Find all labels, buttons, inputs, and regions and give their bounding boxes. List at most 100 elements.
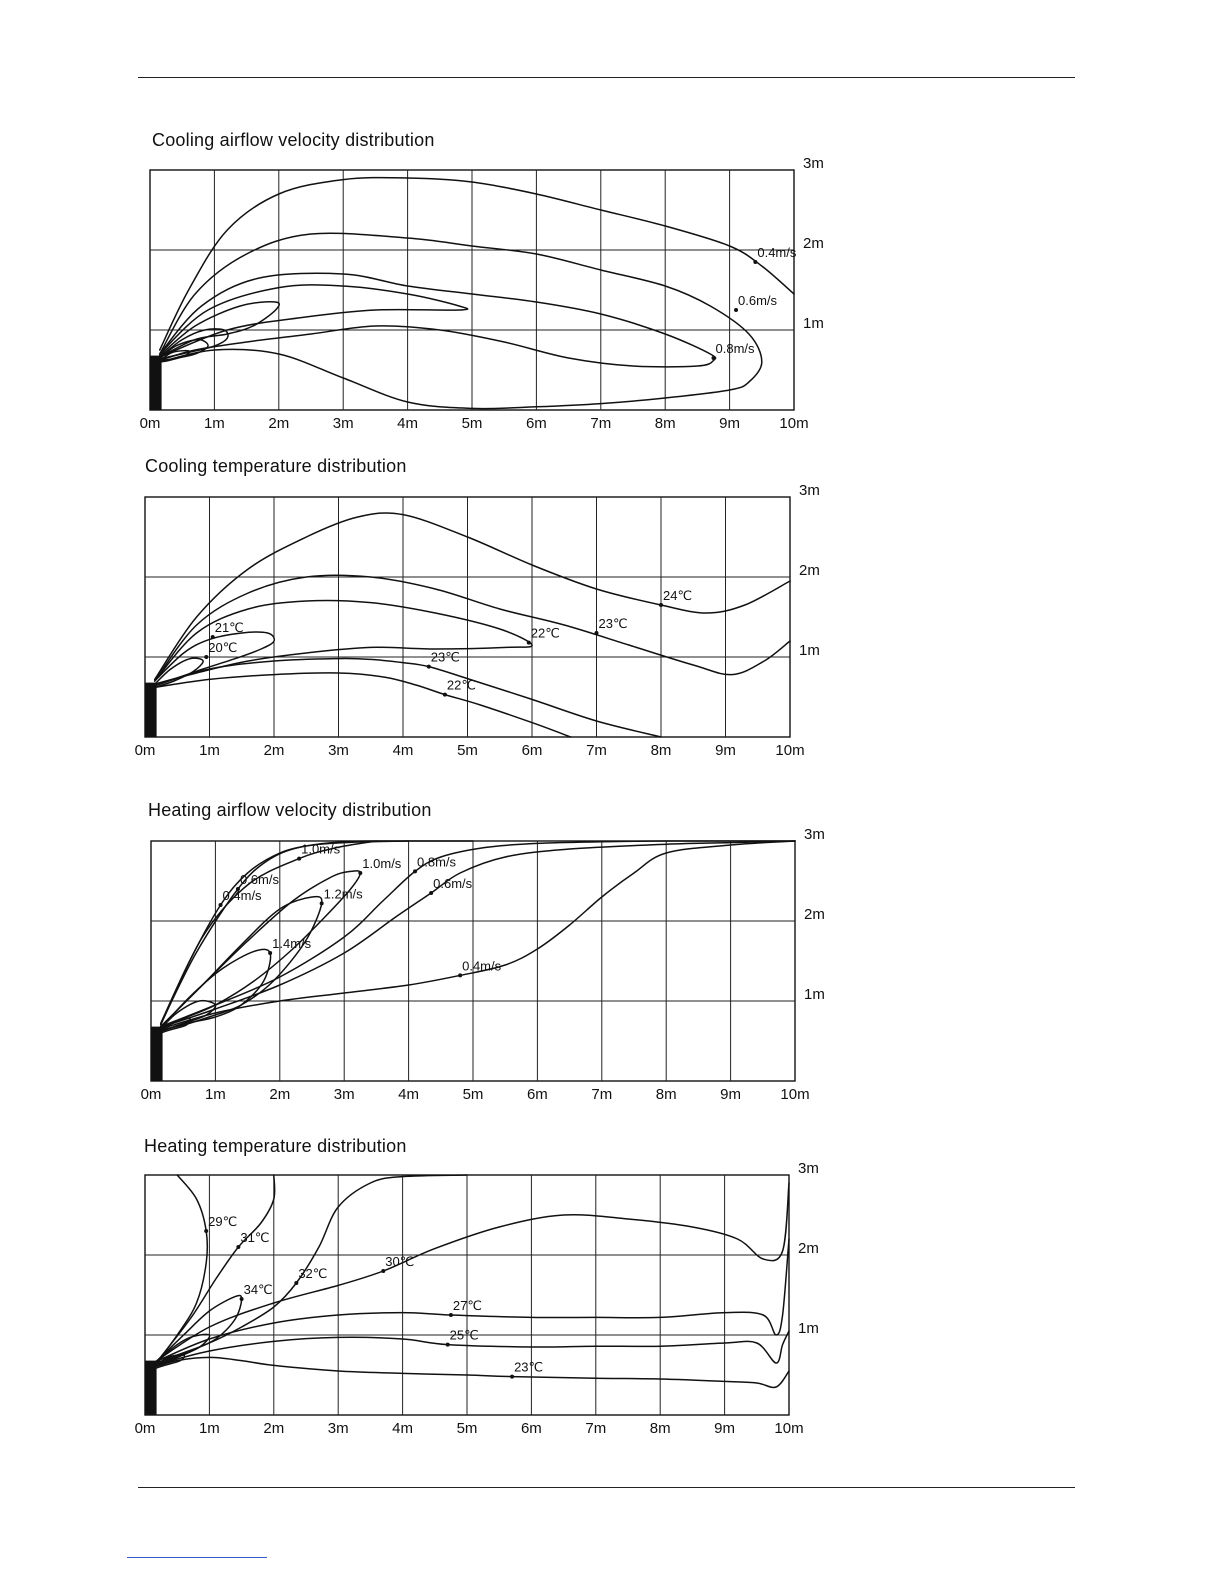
series-line xyxy=(153,599,533,685)
label-point xyxy=(204,655,209,659)
x-tick-label: 9m xyxy=(719,415,740,432)
series-line xyxy=(153,574,791,682)
series-line xyxy=(159,840,796,1028)
x-tick-label: 6m xyxy=(526,415,547,432)
label-point xyxy=(294,1281,299,1285)
series-label: 0.8m/s xyxy=(716,341,756,356)
x-tick-label: 5m xyxy=(457,742,478,759)
chart-title-heating-velocity: Heating airflow velocity distribution xyxy=(148,800,432,820)
series-label: 22℃ xyxy=(447,678,476,693)
x-tick-label: 5m xyxy=(462,415,483,432)
x-tick-label: 5m xyxy=(463,1086,484,1103)
x-tick-label: 1m xyxy=(205,1086,226,1103)
label-point xyxy=(753,260,758,264)
footer-rule xyxy=(138,1487,1075,1488)
label-point xyxy=(413,869,418,874)
x-tick-label: 2m xyxy=(263,1420,284,1437)
label-point xyxy=(594,631,599,635)
label-point xyxy=(210,635,215,639)
series-line xyxy=(153,672,572,738)
series-line xyxy=(159,870,362,1030)
chart-title-cooling-temperature: Cooling temperature distribution xyxy=(145,456,407,476)
label-point xyxy=(734,308,739,312)
indoor-unit-block xyxy=(145,682,157,737)
label-point xyxy=(358,871,363,875)
x-tick-label: 8m xyxy=(655,415,676,432)
series-label: 34℃ xyxy=(244,1282,273,1297)
x-tick-label: 3m xyxy=(334,1086,355,1103)
series-label: 32℃ xyxy=(298,1266,327,1281)
series-line xyxy=(153,1330,790,1367)
x-tick-label: 7m xyxy=(585,1420,606,1437)
series-label: 27℃ xyxy=(453,1298,482,1313)
y-tick-label: 2m xyxy=(803,235,824,252)
y-tick-label: 3m xyxy=(798,1160,819,1177)
series-label: 30℃ xyxy=(385,1254,414,1269)
series-label: 0.4m/s xyxy=(757,245,797,260)
series-label: 0.6m/s xyxy=(738,293,778,308)
label-point xyxy=(442,692,447,697)
series-label: 31℃ xyxy=(240,1230,269,1245)
label-point xyxy=(268,951,273,955)
x-tick-label: 4m xyxy=(393,742,414,759)
x-tick-label: 6m xyxy=(527,1086,548,1103)
y-tick-label: 1m xyxy=(799,642,820,659)
x-tick-label: 9m xyxy=(714,1420,735,1437)
x-tick-label: 9m xyxy=(720,1086,741,1103)
chart-title-heating-temperature: Heating temperature distribution xyxy=(144,1136,407,1156)
series-line xyxy=(153,1333,211,1368)
series-label: 20℃ xyxy=(208,640,237,655)
label-point xyxy=(319,901,324,906)
series-label: 23℃ xyxy=(514,1360,543,1375)
series-label: 0.8m/s xyxy=(417,854,457,869)
x-tick-label: 1m xyxy=(199,742,220,759)
y-tick-label: 2m xyxy=(798,1240,819,1257)
x-tick-label: 9m xyxy=(715,742,736,759)
label-point xyxy=(510,1374,515,1379)
y-tick-label: 3m xyxy=(804,826,825,843)
x-tick-label: 10m xyxy=(774,1420,803,1437)
series-line xyxy=(158,176,795,351)
x-tick-label: 0m xyxy=(141,1086,162,1103)
series-line xyxy=(153,1354,186,1370)
x-tick-label: 3m xyxy=(333,415,354,432)
label-point xyxy=(426,664,431,669)
series-label: 25℃ xyxy=(450,1328,479,1343)
x-tick-label: 1m xyxy=(199,1420,220,1437)
series-label: 22℃ xyxy=(531,626,560,641)
series-label: 0.4m/s xyxy=(462,958,502,973)
x-tick-label: 7m xyxy=(586,742,607,759)
series-label: 23℃ xyxy=(431,650,460,665)
series-line xyxy=(153,1174,276,1366)
x-tick-label: 0m xyxy=(135,1420,156,1437)
series-line xyxy=(159,1017,192,1034)
series-line xyxy=(158,232,763,410)
y-tick-label: 2m xyxy=(799,562,820,579)
y-tick-label: 3m xyxy=(799,482,820,499)
x-tick-label: 8m xyxy=(656,1086,677,1103)
series-label: 1.0m/s xyxy=(301,842,341,857)
label-point xyxy=(235,887,240,891)
label-point xyxy=(458,973,463,978)
x-tick-label: 7m xyxy=(590,415,611,432)
x-tick-label: 4m xyxy=(398,1086,419,1103)
series-line xyxy=(153,1238,790,1363)
series-line xyxy=(153,1182,790,1363)
x-tick-label: 10m xyxy=(779,415,808,432)
x-tick-label: 6m xyxy=(521,1420,542,1437)
y-tick-label: 1m xyxy=(804,986,825,1003)
series-label: 21℃ xyxy=(215,620,244,635)
series-line xyxy=(153,512,791,681)
x-tick-label: 0m xyxy=(140,415,161,432)
x-tick-label: 4m xyxy=(392,1420,413,1437)
footer-link-underline[interactable] xyxy=(127,1557,267,1558)
label-point xyxy=(659,603,663,607)
label-point xyxy=(448,1313,453,1317)
x-tick-label: 2m xyxy=(264,742,285,759)
indoor-unit-block xyxy=(150,355,162,410)
series-label: 24℃ xyxy=(663,588,692,603)
x-tick-label: 0m xyxy=(135,742,156,759)
x-tick-label: 4m xyxy=(397,415,418,432)
